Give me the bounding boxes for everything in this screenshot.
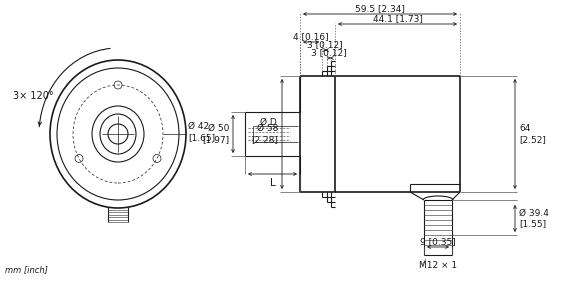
Text: mm [inch]: mm [inch]	[5, 265, 48, 274]
Text: 3 [0.12]: 3 [0.12]	[311, 48, 347, 57]
Text: 44.1 [1.73]: 44.1 [1.73]	[373, 14, 422, 23]
Text: M12 × 1: M12 × 1	[419, 261, 457, 270]
Text: 9 [0.35]: 9 [0.35]	[420, 237, 456, 246]
Text: 3× 120°: 3× 120°	[13, 91, 54, 101]
Text: 59.5 [2.34]: 59.5 [2.34]	[355, 4, 405, 13]
Text: 4 [0.16]: 4 [0.16]	[293, 32, 329, 41]
Text: 64
[2.52]: 64 [2.52]	[519, 124, 546, 144]
Text: Ø 42
[1.65]: Ø 42 [1.65]	[188, 122, 215, 142]
Text: 3 [0.12]: 3 [0.12]	[307, 40, 343, 49]
Text: Ø 58
[2.28]: Ø 58 [2.28]	[251, 124, 278, 144]
Text: Ø 50
[1.97]: Ø 50 [1.97]	[202, 124, 229, 144]
Text: Ø D: Ø D	[260, 118, 277, 127]
Text: L: L	[270, 178, 275, 188]
Text: Ø 39.4
[1.55]: Ø 39.4 [1.55]	[519, 209, 549, 228]
